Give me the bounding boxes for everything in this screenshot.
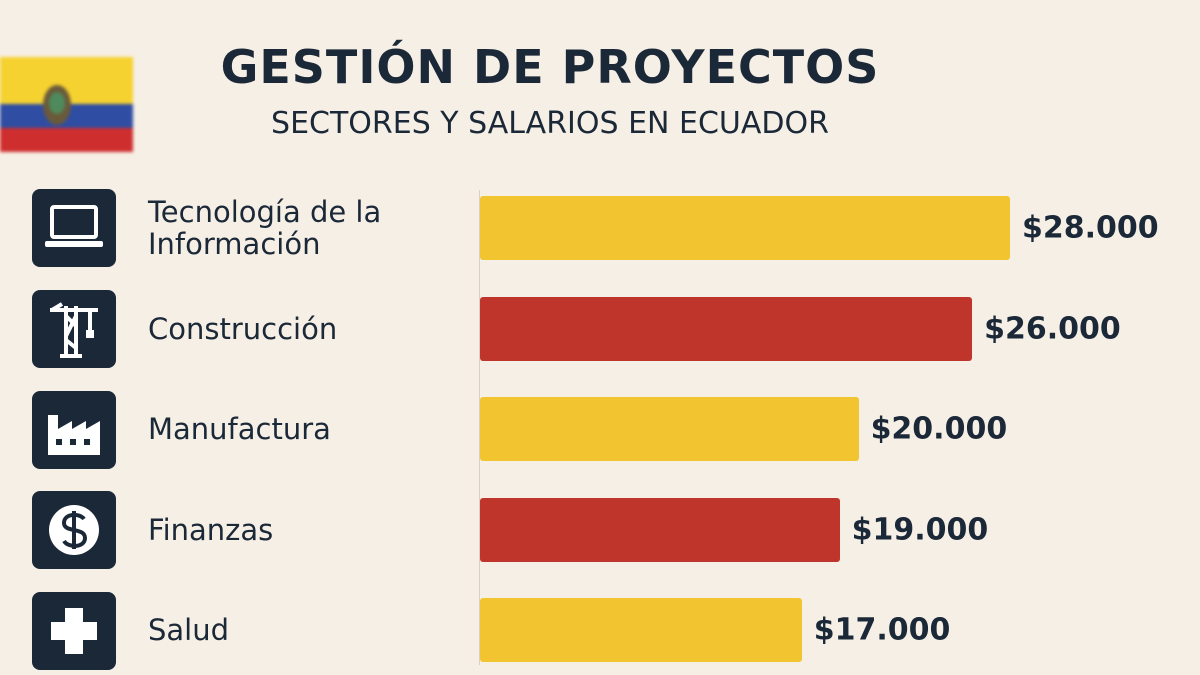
value-label: $28.000 [1022,210,1159,246]
category-label: Manufactura [148,412,331,446]
bar [480,497,840,562]
icon-factory [32,391,116,469]
category-label: Finanzas [148,512,274,547]
icon-health [32,592,116,670]
bar [480,598,802,662]
bar [480,296,973,361]
value-label: $19.000 [851,512,989,547]
category-label: Tecnología de la Información [148,195,382,261]
axis-line [479,190,480,665]
value-label: $17.000 [813,612,951,648]
category-label: Construcción [148,311,338,346]
bar [480,196,1010,260]
flag [0,57,133,152]
bar [480,397,859,461]
icon-dollar [32,491,116,569]
icon-crane [32,290,116,368]
value-label: $26.000 [984,311,1121,346]
value-label: $20.000 [870,411,1008,447]
icon-laptop [32,189,116,267]
category-label: Salud [148,613,230,647]
subtitle: SECTORES Y SALARIOS EN ECUADOR [271,106,829,141]
title: GESTIÓN DE PROYECTOS [220,40,880,94]
